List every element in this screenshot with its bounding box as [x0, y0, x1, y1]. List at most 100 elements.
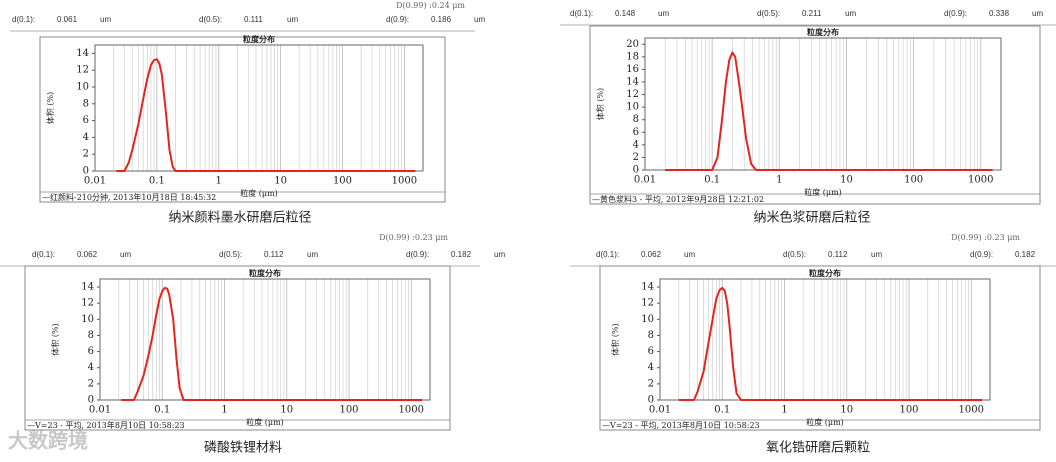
y-tick-label: 8 — [633, 114, 639, 125]
stat-unit: um — [1032, 9, 1043, 18]
caption: 纳米色浆研磨后粒径 — [753, 210, 870, 226]
stat-label: d(0.9): — [970, 250, 993, 259]
note: D(0.99) :0.23 μm — [379, 233, 448, 242]
y-tick-label: 6 — [633, 127, 639, 138]
y-tick-label: 10 — [76, 82, 89, 93]
stat-label: d(0.5): — [199, 15, 222, 24]
y-tick-label: 4 — [83, 132, 89, 143]
x-tick-label: 1000 — [968, 175, 993, 186]
y-tick-label: 14 — [81, 282, 94, 293]
stat-unit: um — [871, 250, 882, 259]
stat-value: 0.111 — [244, 15, 263, 24]
y-tick-label: 0 — [88, 395, 94, 406]
chart-title: 粒度分布 — [809, 268, 841, 278]
stat-unit: um — [120, 250, 131, 259]
x-tick-label: 1 — [781, 405, 787, 416]
data-line — [121, 286, 423, 401]
x-axis-label: 粒度 (μm) — [806, 417, 844, 427]
y-tick-label: 2 — [648, 378, 654, 389]
stat-unit: um — [494, 250, 505, 259]
x-tick-label: 0.1 — [154, 405, 170, 416]
y-axis-label: 体积 (%) — [50, 323, 60, 355]
stat-label: d(0.1): — [570, 9, 593, 18]
y-tick-label: 4 — [648, 362, 654, 373]
stat-label: d(0.1): — [32, 250, 55, 259]
y-tick-label: 10 — [626, 102, 639, 113]
caption: 磷酸铁锂材料 — [204, 441, 282, 456]
x-tick-label: 0.01 — [649, 405, 671, 416]
stat-unit: um — [287, 15, 298, 24]
x-tick-label: 0.01 — [634, 175, 656, 186]
x-tick-label: 1000 — [392, 176, 417, 187]
data-line — [116, 58, 416, 172]
stat-unit: um — [684, 250, 695, 259]
y-tick-label: 16 — [626, 64, 639, 75]
y-tick-label: 6 — [83, 115, 89, 126]
caption: 氧化锆研磨后颗粒 — [766, 441, 870, 456]
stat-unit: um — [307, 250, 318, 259]
y-tick-label: 0 — [83, 166, 89, 177]
y-tick-label: 12 — [81, 298, 94, 309]
x-tick-label: 10 — [274, 176, 287, 187]
y-axis-label: 体积 (%) — [45, 92, 55, 124]
y-tick-label: 12 — [76, 65, 89, 76]
frame — [39, 36, 446, 203]
x-tick-label: 0.01 — [84, 176, 106, 187]
x-tick-label: 1000 — [959, 405, 984, 416]
stat-label: d(0.5): — [757, 9, 780, 18]
x-tick-label: 100 — [899, 405, 918, 416]
y-tick-label: 2 — [633, 152, 639, 163]
x-tick-label: 1 — [776, 175, 782, 186]
x-tick-label: 1000 — [399, 405, 424, 416]
stat-label: d(0.9): — [944, 9, 967, 18]
y-tick-label: 8 — [83, 98, 89, 109]
data-line — [665, 51, 993, 171]
y-tick-label: 2 — [83, 149, 89, 160]
plot-area — [94, 44, 424, 172]
stat-value: 0.112 — [828, 250, 848, 259]
y-axis-label: 体积 (%) — [595, 88, 605, 120]
frame — [24, 265, 451, 431]
caption: 纳米颜料墨水研磨后粒径 — [168, 210, 311, 226]
y-tick-label: 10 — [641, 314, 654, 325]
stat-label: d(0.5): — [783, 250, 806, 259]
y-tick-label: 14 — [626, 77, 639, 88]
x-axis-label: 粒度 (μm) — [246, 417, 284, 427]
watermark: 大数跨境 — [8, 429, 88, 453]
note: D(0.99) :0.24 μm — [396, 1, 465, 10]
frame — [599, 265, 1041, 431]
stat-label: d(0.5): — [219, 250, 242, 259]
x-tick-label: 0.1 — [714, 405, 730, 416]
y-tick-label: 12 — [626, 89, 639, 100]
y-tick-label: 14 — [641, 282, 654, 293]
y-tick-label: 6 — [648, 346, 654, 357]
x-tick-label: 100 — [339, 405, 358, 416]
y-tick-label: 8 — [648, 330, 654, 341]
frame — [589, 25, 1041, 205]
stat-value: 0.061 — [57, 15, 78, 24]
y-tick-label: 10 — [81, 314, 94, 325]
stat-label: d(0.9): — [406, 250, 429, 259]
y-tick-label: 6 — [88, 346, 94, 357]
y-tick-label: 14 — [76, 48, 89, 59]
y-tick-label: 20 — [626, 39, 639, 50]
x-tick-label: 10 — [840, 175, 853, 186]
x-axis-label: 粒度 (μm) — [240, 188, 278, 198]
footer: —黄色浆料3 - 平均, 2012年9月28日 12:21:02 — [592, 194, 764, 204]
x-tick-label: 0.01 — [89, 405, 111, 416]
y-tick-label: 4 — [88, 362, 94, 373]
footer: —红颜料-210分钟, 2013年10月18日 18:45:32 — [42, 192, 216, 202]
chart-title: 粒度分布 — [807, 27, 839, 37]
y-axis-label: 体积 (%) — [610, 323, 620, 355]
y-tick-label: 4 — [633, 139, 639, 150]
stat-value: 0.148 — [615, 9, 636, 18]
stat-value: 0.186 — [431, 15, 452, 24]
stat-value: 0.182 — [1015, 250, 1036, 259]
x-axis-label: 粒度 (μm) — [804, 187, 842, 197]
x-tick-label: 1 — [216, 176, 222, 187]
y-tick-label: 0 — [633, 165, 639, 176]
plot-area — [644, 37, 1002, 171]
footer: —V=23 - 平均, 2013年8月10日 10:58:23 — [27, 420, 185, 430]
stat-value: 0.211 — [802, 9, 822, 18]
